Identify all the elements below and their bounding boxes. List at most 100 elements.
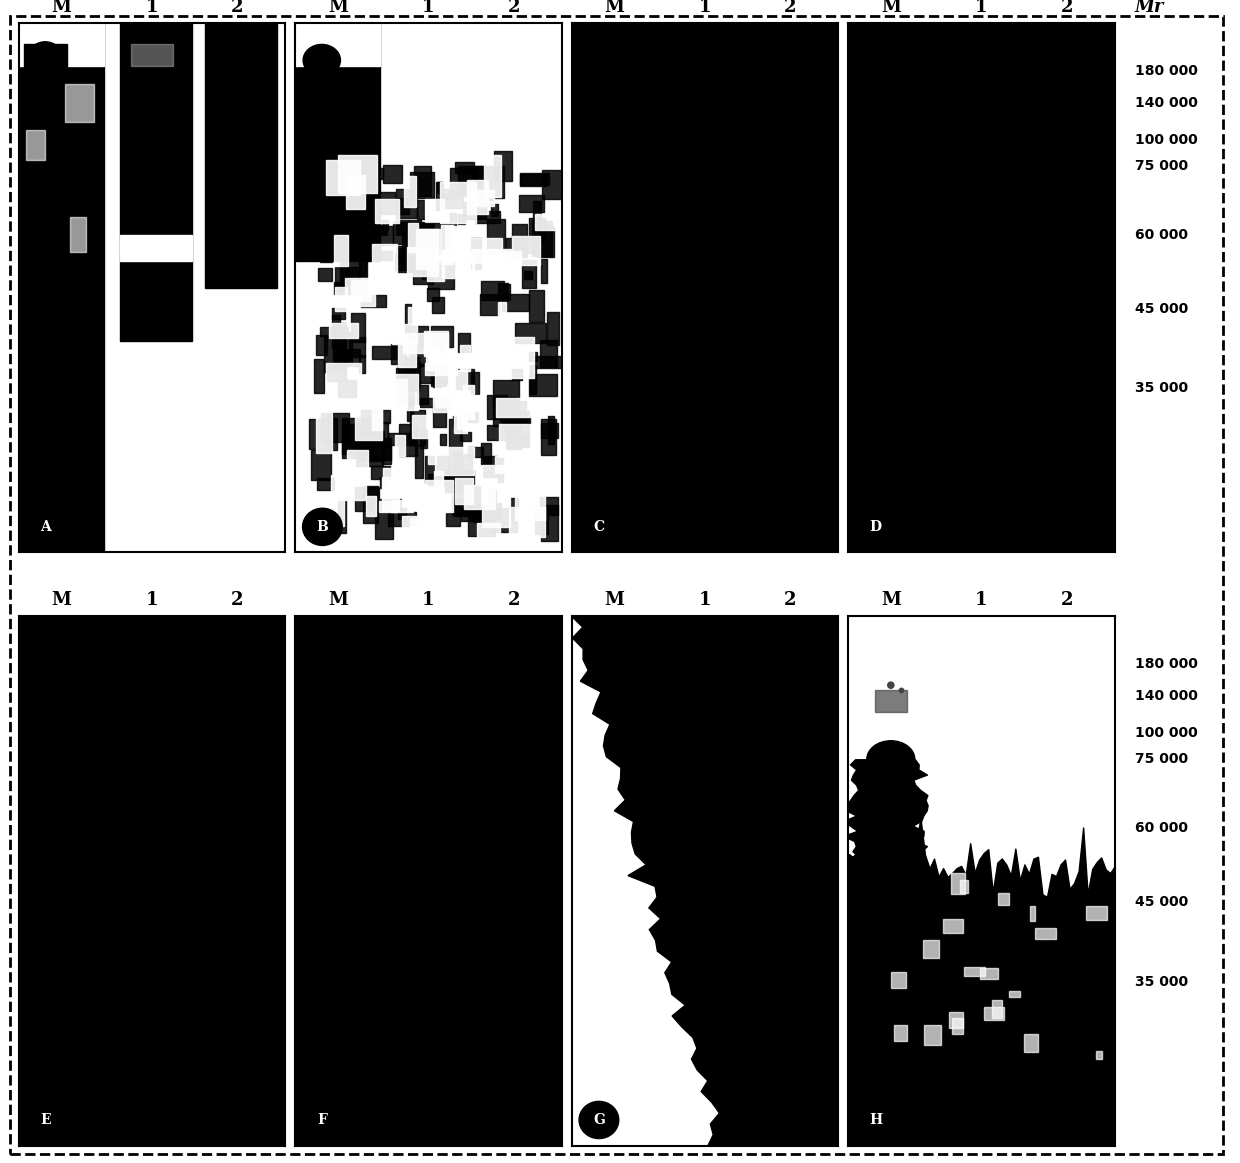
Polygon shape xyxy=(317,269,332,281)
Text: D: D xyxy=(869,520,882,534)
Polygon shape xyxy=(992,1000,1002,1019)
Text: 2: 2 xyxy=(507,0,520,16)
Polygon shape xyxy=(340,173,371,192)
Polygon shape xyxy=(482,486,511,527)
Polygon shape xyxy=(346,257,367,291)
Text: 2: 2 xyxy=(784,592,796,609)
Polygon shape xyxy=(388,433,414,445)
Polygon shape xyxy=(355,399,382,440)
Polygon shape xyxy=(471,237,481,269)
Polygon shape xyxy=(425,480,454,512)
Polygon shape xyxy=(334,235,347,265)
Polygon shape xyxy=(409,411,425,444)
Polygon shape xyxy=(343,192,358,205)
Polygon shape xyxy=(450,213,456,227)
Polygon shape xyxy=(410,171,434,198)
Polygon shape xyxy=(368,192,394,214)
Polygon shape xyxy=(425,363,458,374)
Polygon shape xyxy=(433,297,444,313)
Polygon shape xyxy=(1024,1034,1038,1053)
Polygon shape xyxy=(498,283,508,301)
Polygon shape xyxy=(428,449,436,464)
Polygon shape xyxy=(454,499,471,516)
Polygon shape xyxy=(361,294,386,307)
Polygon shape xyxy=(295,23,381,262)
Polygon shape xyxy=(484,456,496,477)
Polygon shape xyxy=(518,195,544,212)
Polygon shape xyxy=(497,458,503,481)
Polygon shape xyxy=(373,226,393,245)
Polygon shape xyxy=(356,155,373,174)
Text: F: F xyxy=(317,1113,327,1127)
Polygon shape xyxy=(480,294,500,315)
Polygon shape xyxy=(525,271,532,279)
Polygon shape xyxy=(445,226,465,261)
Polygon shape xyxy=(537,227,554,257)
Polygon shape xyxy=(327,364,346,380)
Polygon shape xyxy=(26,130,45,159)
Polygon shape xyxy=(428,262,454,290)
Polygon shape xyxy=(347,241,376,256)
Polygon shape xyxy=(408,223,418,251)
Polygon shape xyxy=(420,398,450,407)
Polygon shape xyxy=(449,419,463,454)
Point xyxy=(880,676,900,694)
Text: M: M xyxy=(327,592,347,609)
Polygon shape xyxy=(348,222,365,258)
Polygon shape xyxy=(383,469,394,498)
Polygon shape xyxy=(399,463,410,480)
Polygon shape xyxy=(950,1012,962,1028)
Polygon shape xyxy=(471,249,511,276)
Polygon shape xyxy=(522,261,536,287)
Polygon shape xyxy=(24,44,67,87)
Polygon shape xyxy=(505,284,510,300)
Polygon shape xyxy=(339,499,346,533)
Polygon shape xyxy=(396,188,417,219)
Polygon shape xyxy=(541,258,547,283)
Polygon shape xyxy=(1035,928,1056,940)
Polygon shape xyxy=(965,968,986,976)
Polygon shape xyxy=(440,195,463,208)
Polygon shape xyxy=(435,370,466,407)
Polygon shape xyxy=(417,385,428,405)
Polygon shape xyxy=(336,167,365,204)
Polygon shape xyxy=(342,424,373,458)
Polygon shape xyxy=(481,280,503,300)
Polygon shape xyxy=(368,422,388,447)
Polygon shape xyxy=(372,347,399,358)
Text: M: M xyxy=(880,592,900,609)
Polygon shape xyxy=(464,485,495,509)
Polygon shape xyxy=(428,475,449,485)
Polygon shape xyxy=(130,44,174,65)
Polygon shape xyxy=(371,465,391,479)
Polygon shape xyxy=(440,188,456,199)
Polygon shape xyxy=(329,322,358,338)
Text: 2: 2 xyxy=(1060,592,1073,609)
Polygon shape xyxy=(334,283,361,294)
Polygon shape xyxy=(382,438,391,464)
Polygon shape xyxy=(332,333,352,362)
Polygon shape xyxy=(534,214,572,230)
Polygon shape xyxy=(433,402,446,428)
Polygon shape xyxy=(516,238,537,252)
Polygon shape xyxy=(311,163,321,194)
Polygon shape xyxy=(495,151,512,180)
Polygon shape xyxy=(440,183,476,223)
Polygon shape xyxy=(392,500,413,513)
Polygon shape xyxy=(471,372,479,394)
Polygon shape xyxy=(357,178,372,186)
Polygon shape xyxy=(441,226,453,264)
Polygon shape xyxy=(980,969,998,979)
Polygon shape xyxy=(506,423,521,449)
Polygon shape xyxy=(433,365,440,387)
Polygon shape xyxy=(326,173,337,195)
Polygon shape xyxy=(960,879,967,893)
Polygon shape xyxy=(470,238,502,264)
Polygon shape xyxy=(357,431,383,461)
Polygon shape xyxy=(408,247,438,276)
Polygon shape xyxy=(419,364,448,383)
Polygon shape xyxy=(433,391,453,412)
Polygon shape xyxy=(463,201,486,219)
Polygon shape xyxy=(506,456,538,466)
Polygon shape xyxy=(370,173,378,209)
